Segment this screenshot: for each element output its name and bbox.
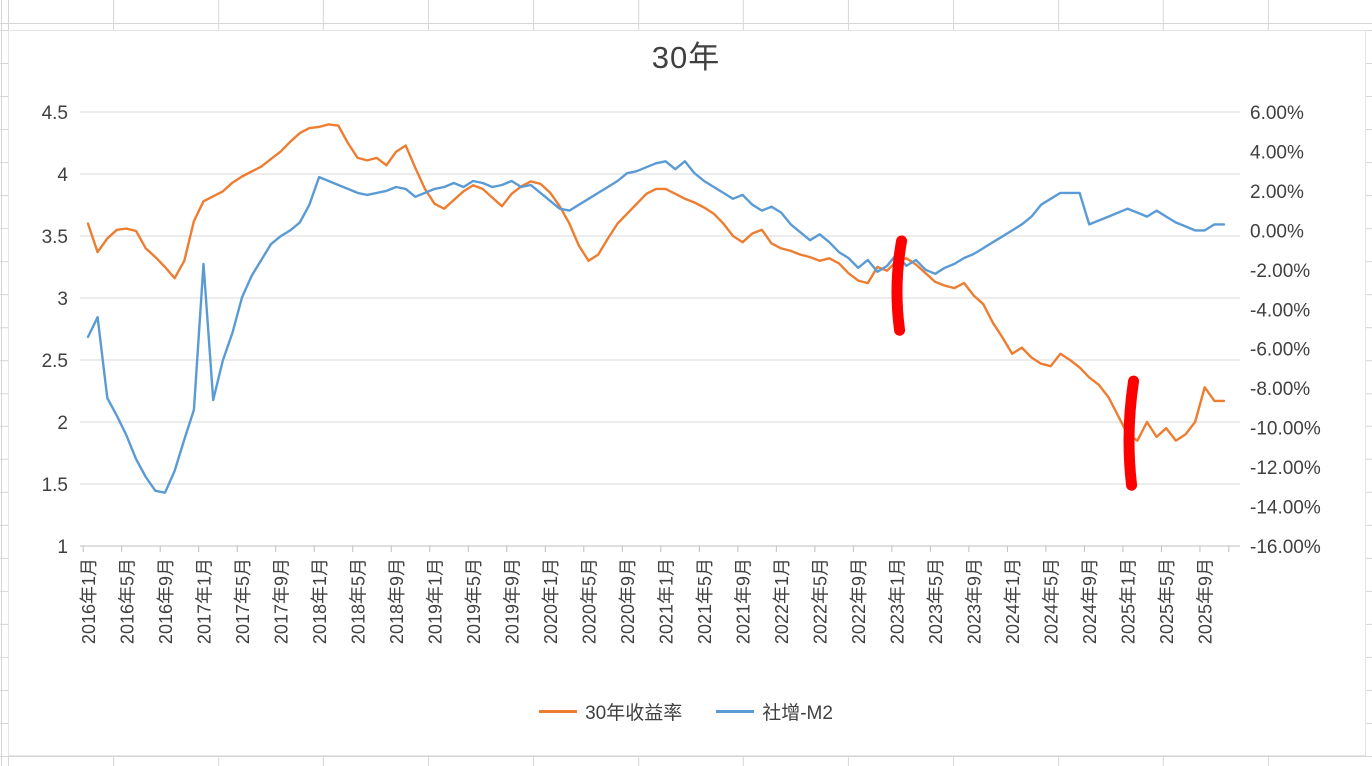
orange-line-swatch-icon bbox=[539, 710, 578, 713]
svg-text:-16.00%: -16.00% bbox=[1250, 537, 1321, 558]
svg-text:2021年9月: 2021年9月 bbox=[734, 558, 754, 644]
legend-item-30y-yield[interactable]: 30年收益率 bbox=[539, 698, 682, 725]
svg-text:1.5: 1.5 bbox=[42, 475, 68, 496]
red-marker-2025 bbox=[1123, 375, 1140, 491]
svg-text:4: 4 bbox=[57, 165, 68, 186]
svg-text:1: 1 bbox=[57, 537, 68, 558]
svg-text:-4.00%: -4.00% bbox=[1250, 300, 1310, 321]
legend-label: 30年收益率 bbox=[585, 703, 683, 724]
svg-text:4.5: 4.5 bbox=[42, 103, 68, 124]
svg-text:2022年5月: 2022年5月 bbox=[811, 558, 831, 644]
chart-container[interactable] bbox=[8, 30, 1366, 756]
svg-text:3.5: 3.5 bbox=[42, 227, 68, 248]
svg-text:2016年9月: 2016年9月 bbox=[156, 558, 176, 644]
svg-text:2019年5月: 2019年5月 bbox=[464, 558, 484, 644]
series-line-1 bbox=[86, 160, 1226, 494]
svg-text:2016年1月: 2016年1月 bbox=[79, 558, 99, 644]
svg-text:0.00%: 0.00% bbox=[1250, 221, 1304, 242]
x-axis-labels: 2016年1月 2016年5月 2016年9月 2017年1月 2017年5月 2017年… bbox=[79, 558, 1216, 644]
svg-text:2022年1月: 2022年1月 bbox=[772, 558, 792, 644]
svg-text:2: 2 bbox=[57, 413, 68, 434]
svg-text:-2.00%: -2.00% bbox=[1250, 261, 1310, 282]
svg-text:2020年1月: 2020年1月 bbox=[541, 558, 561, 644]
svg-text:2025年5月: 2025年5月 bbox=[1157, 558, 1177, 644]
red-marker-2023 bbox=[891, 235, 908, 336]
gridlines bbox=[80, 111, 1240, 547]
svg-text:2021年1月: 2021年1月 bbox=[657, 558, 677, 644]
y-axis-right-labels: 6.00% 4.00% 2.00% 0.00% -2.00% -4.00% -6.00% -8… bbox=[1250, 103, 1321, 558]
svg-text:2023年1月: 2023年1月 bbox=[888, 558, 908, 644]
svg-text:-12.00%: -12.00% bbox=[1250, 458, 1321, 479]
svg-text:2019年9月: 2019年9月 bbox=[503, 558, 523, 644]
y-axis-left-labels: 4.5 4 3.5 3 2.5 2 1.5 1 bbox=[42, 103, 69, 558]
svg-text:-8.00%: -8.00% bbox=[1250, 379, 1310, 400]
svg-text:2020年5月: 2020年5月 bbox=[580, 558, 600, 644]
svg-text:2025年1月: 2025年1月 bbox=[1119, 558, 1139, 644]
svg-text:2021年5月: 2021年5月 bbox=[695, 558, 715, 644]
blue-line-swatch-icon bbox=[716, 710, 755, 713]
legend-item-shezeng-m2[interactable]: 社增-M2 bbox=[716, 698, 833, 725]
legend[interactable]: 30年收益率 社增-M2 bbox=[0, 698, 1372, 725]
svg-text:2019年1月: 2019年1月 bbox=[426, 558, 446, 644]
svg-text:2024年5月: 2024年5月 bbox=[1042, 558, 1062, 644]
svg-text:2016年5月: 2016年5月 bbox=[118, 558, 138, 644]
chart-title: 30年 bbox=[651, 40, 721, 75]
svg-text:2018年5月: 2018年5月 bbox=[349, 558, 369, 644]
svg-text:2023年5月: 2023年5月 bbox=[926, 558, 946, 644]
svg-text:3: 3 bbox=[57, 289, 68, 310]
svg-text:2024年9月: 2024年9月 bbox=[1080, 558, 1100, 644]
svg-text:2024年1月: 2024年1月 bbox=[1003, 558, 1023, 644]
svg-text:2018年1月: 2018年1月 bbox=[310, 558, 330, 644]
svg-text:2022年9月: 2022年9月 bbox=[849, 558, 869, 644]
svg-text:2023年9月: 2023年9月 bbox=[965, 558, 985, 644]
svg-text:2025年9月: 2025年9月 bbox=[1196, 558, 1216, 644]
svg-text:6.00%: 6.00% bbox=[1250, 103, 1304, 124]
series-line-0 bbox=[86, 123, 1226, 442]
svg-text:2017年9月: 2017年9月 bbox=[272, 558, 292, 644]
svg-text:2017年5月: 2017年5月 bbox=[233, 558, 253, 644]
svg-text:-6.00%: -6.00% bbox=[1250, 340, 1310, 361]
svg-text:2.5: 2.5 bbox=[42, 351, 68, 372]
legend-label: 社增-M2 bbox=[762, 703, 833, 724]
svg-text:-14.00%: -14.00% bbox=[1250, 498, 1321, 519]
svg-text:2018年9月: 2018年9月 bbox=[387, 558, 407, 644]
svg-text:2017年1月: 2017年1月 bbox=[195, 558, 215, 644]
svg-text:2.00%: 2.00% bbox=[1250, 182, 1304, 203]
svg-text:4.00%: 4.00% bbox=[1250, 142, 1304, 163]
svg-text:-10.00%: -10.00% bbox=[1250, 419, 1321, 440]
svg-text:2020年9月: 2020年9月 bbox=[618, 558, 638, 644]
x-axis bbox=[80, 545, 1240, 552]
